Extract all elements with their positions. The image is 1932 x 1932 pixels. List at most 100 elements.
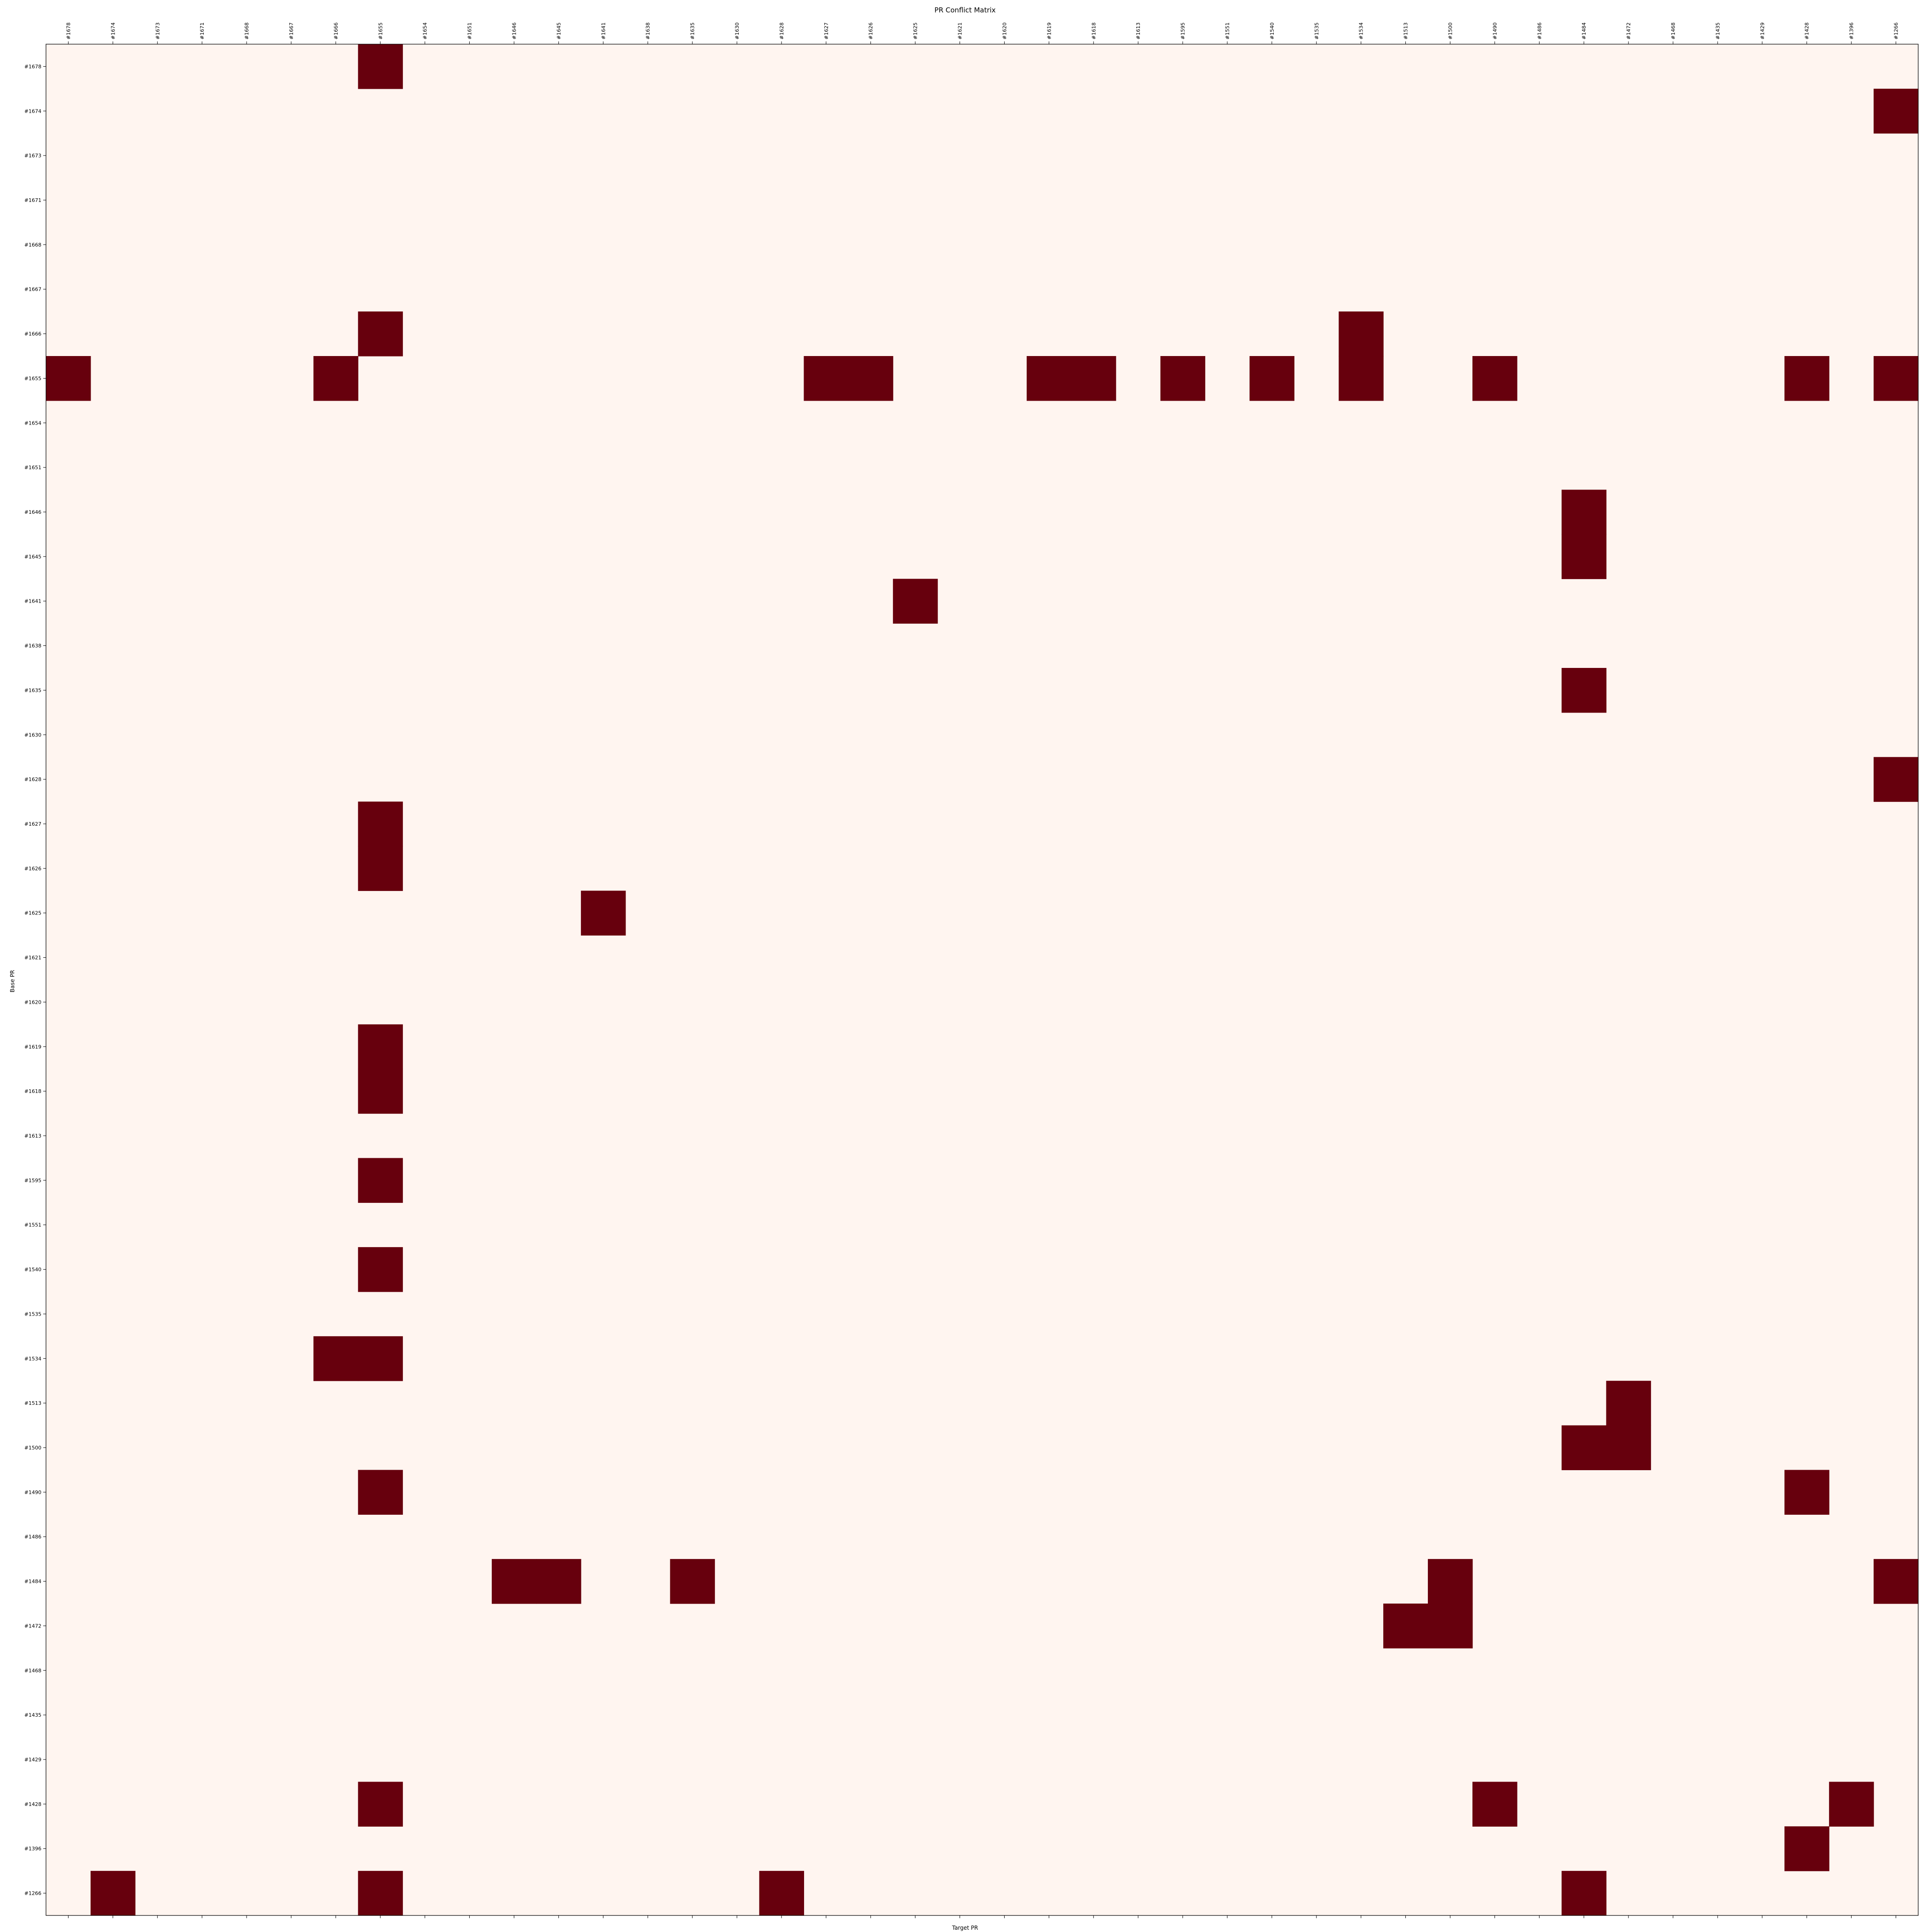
y-tick-label: #1678 <box>24 63 41 69</box>
x-tick-label: #1668 <box>244 23 250 40</box>
conflict-cell <box>358 1470 403 1515</box>
x-tick-label: #1486 <box>1536 23 1542 40</box>
y-tick-label: #1619 <box>24 1044 41 1050</box>
x-tick-label: #1468 <box>1670 23 1676 40</box>
x-tick-label: #1595 <box>1180 23 1186 40</box>
x-tick-label: #1472 <box>1626 23 1632 40</box>
conflict-cell <box>1606 1380 1651 1426</box>
chart-title: PR Conflict Matrix <box>934 6 995 14</box>
x-tick-label: #1635 <box>690 23 696 40</box>
x-axis-label: Target PR <box>952 1925 978 1931</box>
x-tick-label: #1490 <box>1492 23 1498 40</box>
x-tick-label: #1625 <box>913 23 919 40</box>
conflict-cell <box>759 1871 804 1916</box>
x-tick-label: #1266 <box>1893 23 1899 40</box>
conflict-cell <box>1561 1425 1607 1471</box>
y-tick-label: #1674 <box>24 108 41 114</box>
x-tick-label: #1396 <box>1849 23 1855 40</box>
y-tick-label: #1595 <box>24 1178 41 1184</box>
conflict-cell <box>1383 1604 1428 1649</box>
x-tick-label: #1678 <box>65 23 71 40</box>
y-tick-label: #1534 <box>24 1356 41 1362</box>
conflict-cell <box>804 356 849 401</box>
y-tick-label: #1472 <box>24 1623 41 1629</box>
y-tick-label: #1641 <box>24 598 41 604</box>
y-tick-label: #1651 <box>24 465 41 471</box>
conflict-cell <box>1472 1782 1518 1827</box>
conflict-cell <box>90 1871 136 1916</box>
conflict-cell <box>1784 1826 1829 1871</box>
conflict-cell <box>1428 1604 1473 1649</box>
plot-frame <box>46 44 1919 1916</box>
conflict-cell <box>1784 1470 1829 1515</box>
y-tick-label: #1668 <box>24 242 41 248</box>
conflict-cell <box>1561 1871 1607 1916</box>
y-tick-label: #1626 <box>24 866 41 872</box>
heatmap-cells <box>46 44 1919 1916</box>
x-tick-label: #1628 <box>779 23 785 40</box>
conflict-cell <box>358 1069 403 1114</box>
conflict-cell <box>893 579 938 624</box>
conflict-cell <box>1874 1559 1919 1604</box>
x-tick-label: #1435 <box>1715 23 1721 40</box>
conflict-cell <box>1339 356 1384 401</box>
y-tick-label: #1654 <box>24 420 41 426</box>
x-tick-label: #1484 <box>1581 23 1587 40</box>
x-tick-label: #1621 <box>957 23 963 40</box>
x-tick-label: #1429 <box>1760 23 1765 40</box>
y-tick-label: #1667 <box>24 287 41 293</box>
conflict-cell <box>1561 489 1607 535</box>
x-tick-label: #1535 <box>1314 23 1320 40</box>
y-tick-label: #1618 <box>24 1088 41 1094</box>
x-tick-label: #1646 <box>512 23 518 40</box>
conflict-cell <box>1428 1559 1473 1604</box>
y-tick-label: #1627 <box>24 821 41 827</box>
x-tick-label: #1671 <box>199 23 205 40</box>
y-tick-label: #1396 <box>24 1846 41 1852</box>
conflict-cell <box>1026 356 1072 401</box>
x-tick-label: #1651 <box>467 23 473 40</box>
conflict-cell <box>46 356 91 401</box>
conflict-cell <box>1561 668 1607 713</box>
x-tick-label: #1674 <box>110 23 116 40</box>
y-tick-label: #1513 <box>24 1400 41 1406</box>
y-tick-label: #1551 <box>24 1222 41 1228</box>
x-tick-label: #1540 <box>1269 23 1275 40</box>
y-tick-label: #1500 <box>24 1445 41 1451</box>
y-tick-label: #1666 <box>24 331 41 337</box>
x-tick-label: #1655 <box>378 23 384 40</box>
y-tick-label: #1486 <box>24 1534 41 1540</box>
y-tick-label: #1468 <box>24 1668 41 1673</box>
y-tick-label: #1540 <box>24 1267 41 1273</box>
conflict-cell <box>848 356 893 401</box>
x-tick-label: #1620 <box>1001 23 1007 40</box>
x-tick-label: #1551 <box>1225 23 1230 40</box>
y-tick-label: #1484 <box>24 1579 41 1585</box>
x-tick-label: #1513 <box>1403 23 1409 40</box>
conflict-cell <box>1249 356 1294 401</box>
x-tick-label: #1627 <box>823 23 829 40</box>
x-tick-label: #1618 <box>1091 23 1097 40</box>
conflict-cell <box>1874 356 1919 401</box>
x-tick-label: #1613 <box>1135 23 1141 40</box>
y-tick-label: #1630 <box>24 732 41 738</box>
y-tick-label: #1266 <box>24 1891 41 1897</box>
conflict-cell <box>358 846 403 891</box>
conflict-cell <box>1874 757 1919 802</box>
y-tick-label: #1625 <box>24 910 41 916</box>
y-axis-label: Base PR <box>9 970 16 993</box>
conflict-cell <box>358 1336 403 1381</box>
conflict-cell <box>1784 356 1829 401</box>
conflict-cell <box>1472 356 1518 401</box>
y-tick-label: #1635 <box>24 687 41 693</box>
y-tick-label: #1628 <box>24 776 41 782</box>
y-tick-label: #1646 <box>24 509 41 515</box>
x-tick-label: #1428 <box>1804 23 1810 40</box>
conflict-cell <box>313 1336 358 1381</box>
conflict-cell <box>358 1158 403 1203</box>
x-tick-label: #1641 <box>600 23 606 40</box>
y-tick-label: #1671 <box>24 197 41 203</box>
conflict-cell <box>358 1024 403 1070</box>
conflict-cell <box>492 1559 537 1604</box>
x-tick-label: #1500 <box>1448 23 1454 40</box>
